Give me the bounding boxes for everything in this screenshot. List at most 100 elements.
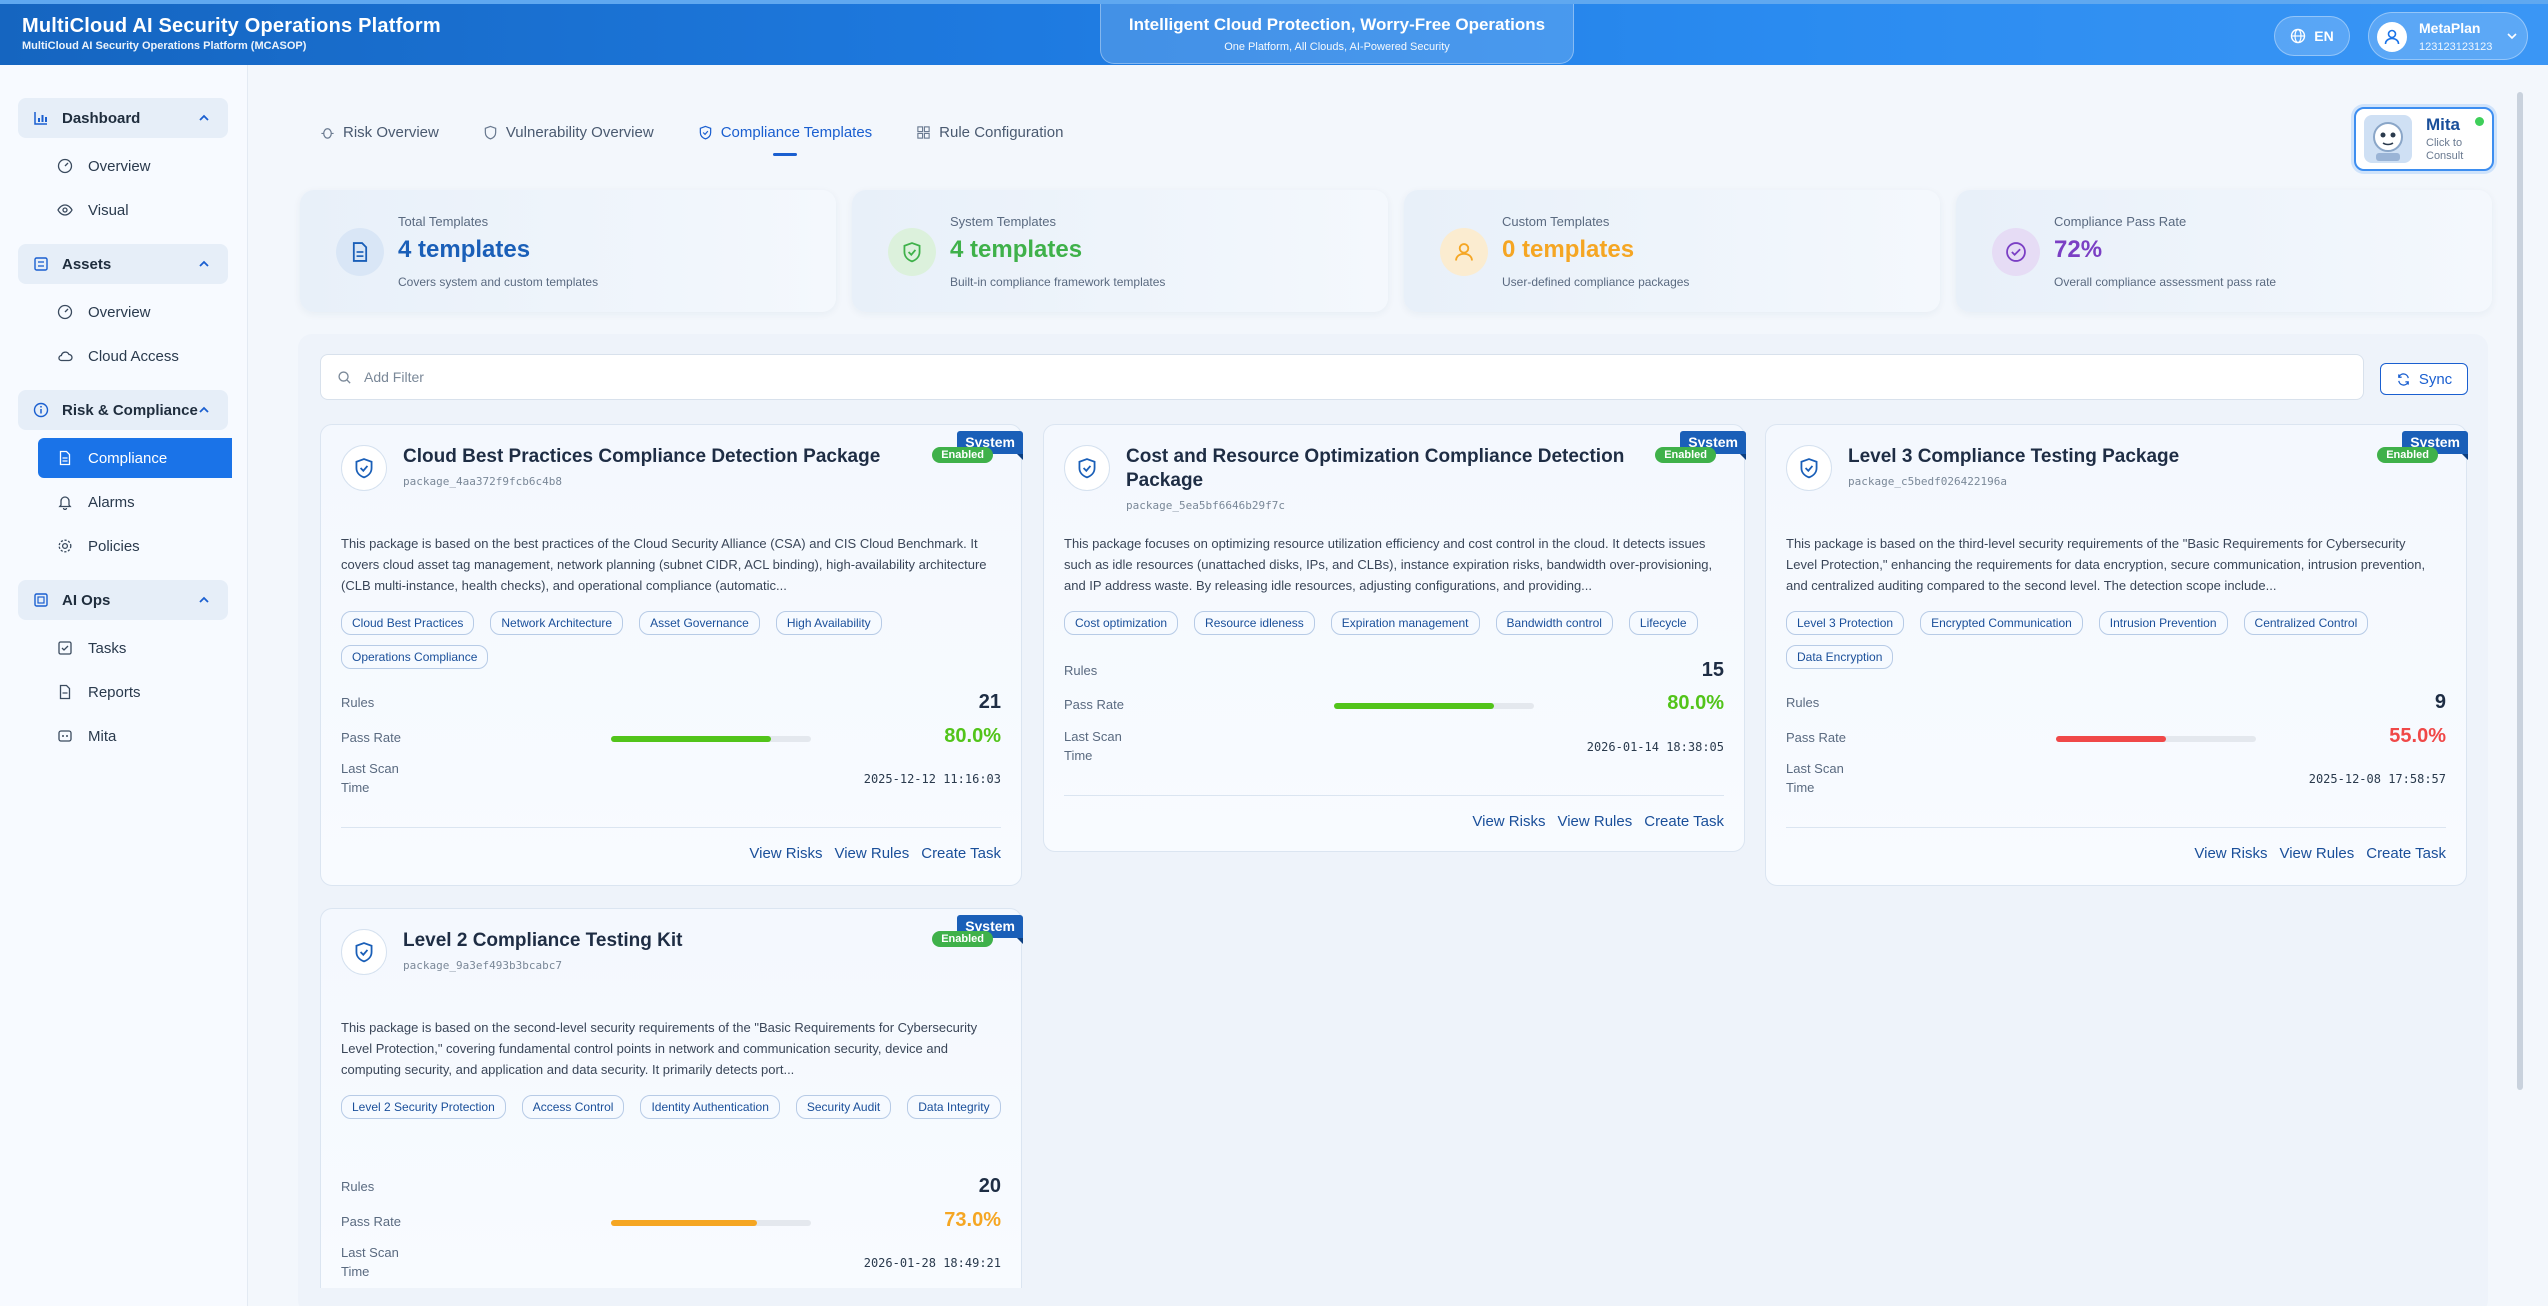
language-label: EN — [2314, 28, 2334, 44]
sidebar-item-assets-overview[interactable]: Overview — [38, 292, 230, 332]
bell-icon — [56, 493, 74, 511]
sidebar-item-dashboard-overview[interactable]: Overview — [38, 146, 230, 186]
slogan-main: Intelligent Cloud Protection, Worry-Free… — [1128, 15, 1546, 34]
mita-assistant-widget[interactable]: Mita Click to Consult — [2354, 107, 2494, 171]
sidebar-item-label: Visual — [88, 201, 129, 219]
sidebar-item-alarms[interactable]: Alarms — [38, 482, 230, 522]
create-task-link[interactable]: Create Task — [1644, 813, 1724, 830]
view-risks-link[interactable]: View Risks — [1472, 813, 1546, 830]
template-card[interactable]: System Enabled Cost and Resource Optimiz… — [1043, 424, 1746, 852]
create-task-link[interactable]: Create Task — [2366, 845, 2446, 862]
sidebar-group-dashboard[interactable]: Dashboard — [18, 98, 228, 138]
refresh-icon — [2397, 372, 2409, 386]
card-title: Level 2 Compliance Testing Kit — [403, 930, 683, 951]
pass-rate-label: Pass Rate — [341, 730, 401, 745]
view-risks-link[interactable]: View Risks — [2194, 845, 2268, 862]
gauge-icon — [56, 157, 74, 175]
shield-check-icon — [699, 125, 711, 140]
avatar — [2377, 22, 2407, 52]
sidebar-item-label: Policies — [88, 537, 140, 555]
last-scan-label: Last Scan Time — [1786, 761, 1844, 795]
bot-icon — [56, 727, 74, 745]
tab-rule-configuration[interactable]: Rule Configuration — [916, 112, 1063, 152]
gear-icon — [56, 537, 74, 555]
tab-label: Vulnerability Overview — [505, 123, 654, 141]
mita-name: Mita — [2426, 115, 2460, 134]
tag: Network Architecture — [490, 611, 624, 635]
last-scan-label: Last Scan Time — [341, 1245, 399, 1279]
tab-vulnerability-overview[interactable]: Vulnerability Overview — [483, 112, 654, 152]
chevron-up-icon — [199, 114, 209, 121]
pass-rate-bar — [611, 736, 811, 742]
pass-rate-label: Pass Rate — [341, 1214, 401, 1229]
stat-label: System Templates — [950, 214, 1056, 229]
user-icon — [2384, 29, 2400, 45]
card-actions: View Risks View Rules Create Task — [1472, 813, 1724, 830]
language-switch[interactable]: EN — [2274, 16, 2350, 56]
rules-label: Rules — [341, 1179, 375, 1194]
tag: Data Encryption — [1786, 645, 1894, 669]
tag: Lifecycle — [1628, 611, 1698, 635]
user-name: MetaPlan — [2419, 20, 2481, 36]
stat-total-templates: Total Templates 4 templates Covers syste… — [300, 190, 836, 312]
tag: Cost optimization — [1064, 611, 1179, 635]
view-risks-link[interactable]: View Risks — [749, 845, 823, 862]
shield-check-icon — [1064, 445, 1110, 491]
stat-compliance-pass-rate: Compliance Pass Rate 72% Overall complia… — [1956, 190, 2492, 312]
chevron-up-icon — [199, 406, 209, 413]
tag: Resource idleness — [1194, 611, 1315, 635]
pass-rate-label: Pass Rate — [1064, 697, 1124, 712]
sidebar-item-visual[interactable]: Visual — [38, 190, 230, 230]
chevron-up-icon — [199, 596, 209, 603]
page-scrollbar[interactable] — [2517, 92, 2523, 1090]
sidebar-group-risk-compliance[interactable]: Risk & Compliance — [18, 390, 228, 430]
filter-input[interactable]: Add Filter — [320, 354, 2364, 400]
sync-button[interactable]: Sync — [2380, 363, 2468, 395]
stat-value: 0 templates — [1502, 236, 1635, 263]
sidebar-item-mita[interactable]: Mita — [38, 716, 230, 756]
pass-rate-value: 80.0% — [944, 725, 1001, 747]
user-menu[interactable]: MetaPlan 123123123123 — [2368, 12, 2528, 60]
sidebar: Dashboard Overview Visual Assets Overvie… — [0, 65, 248, 1306]
search-icon — [338, 370, 351, 384]
card-description: This package is based on the third-level… — [1786, 536, 2426, 593]
rules-count: 20 — [978, 1175, 1001, 1197]
tag-list: Level 2 Security Protection Access Contr… — [341, 1095, 1001, 1119]
package-id: package_5ea5bf6646b29f7c — [1126, 499, 1285, 512]
sidebar-group-assets[interactable]: Assets — [18, 244, 228, 284]
sidebar-item-tasks[interactable]: Tasks — [38, 628, 230, 668]
create-task-link[interactable]: Create Task — [921, 845, 1001, 862]
template-card[interactable]: System Enabled Level 3 Compliance Testin… — [1765, 424, 2468, 886]
tab-compliance-templates[interactable]: Compliance Templates — [698, 112, 872, 156]
tab-risk-overview[interactable]: Risk Overview — [320, 112, 439, 152]
card-actions: View Risks View Rules Create Task — [749, 845, 1001, 862]
card-description: This package is based on the best practi… — [341, 536, 987, 593]
enabled-badge: Enabled — [2377, 447, 2438, 463]
pass-rate-value: 55.0% — [2389, 725, 2446, 747]
card-description: This package is based on the second-leve… — [341, 1020, 978, 1077]
tag: Encrypted Communication — [1920, 611, 2083, 635]
view-rules-link[interactable]: View Rules — [2279, 845, 2355, 862]
tab-bar: Risk Overview Vulnerability Overview Com… — [320, 112, 1063, 156]
sidebar-group-ai-ops[interactable]: AI Ops — [18, 580, 228, 620]
sidebar-item-reports[interactable]: Reports — [38, 672, 230, 712]
sidebar-item-cloud-access[interactable]: Cloud Access — [38, 336, 230, 376]
online-status-dot — [2475, 117, 2484, 126]
pass-rate-fill — [611, 736, 771, 742]
shield-check-icon — [341, 445, 387, 491]
brand[interactable]: MultiCloud AI Security Operations Platfo… — [22, 15, 441, 52]
package-id: package_c5bedf026422196a — [1848, 475, 2007, 488]
rules-label: Rules — [1064, 663, 1098, 678]
pass-rate-fill — [1334, 703, 1494, 709]
view-rules-link[interactable]: View Rules — [834, 845, 910, 862]
card-title: Cost and Resource Optimization Complianc… — [1126, 446, 1625, 491]
template-card[interactable]: System Enabled Level 2 Compliance Testin… — [320, 908, 1023, 1288]
sidebar-item-policies[interactable]: Policies — [38, 526, 230, 566]
card-divider — [1064, 795, 1724, 796]
card-description: This package focuses on optimizing resou… — [1064, 536, 1713, 593]
template-card[interactable]: System Enabled Cloud Best Practices Comp… — [320, 424, 1023, 886]
sidebar-item-compliance[interactable]: Compliance — [38, 438, 232, 478]
sidebar-item-label: Overview — [88, 157, 151, 175]
view-rules-link[interactable]: View Rules — [1557, 813, 1633, 830]
pass-rate-value: 80.0% — [1667, 692, 1724, 714]
